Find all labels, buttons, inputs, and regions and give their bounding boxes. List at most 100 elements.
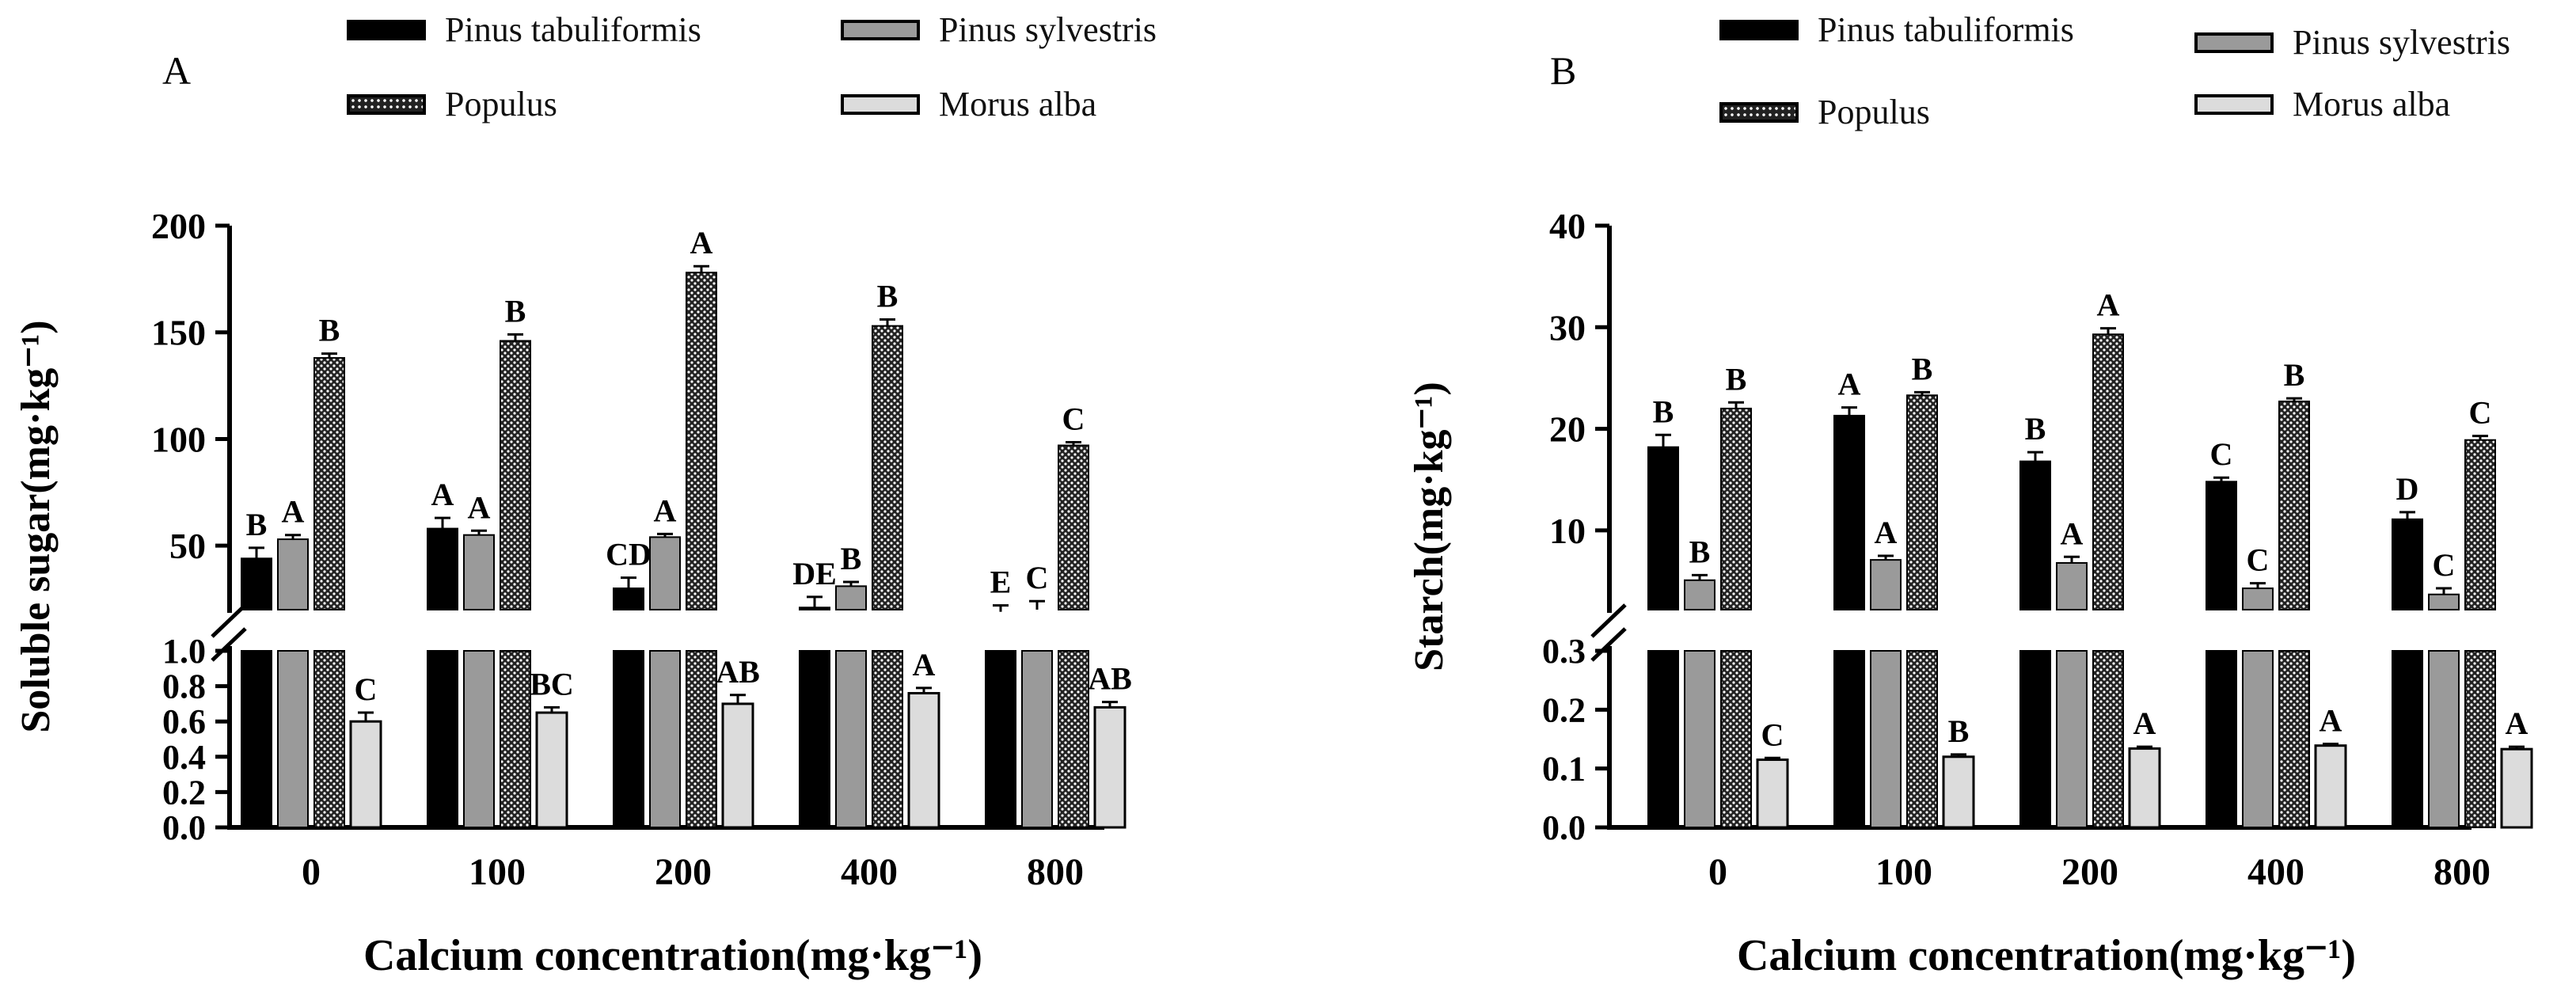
chart-a-bar-pinus-sylvestris-lower-segment	[463, 650, 495, 828]
chart-b-y-tick-label-lower: 0.0	[1542, 808, 1586, 847]
chart-b-bar-pinus-sylvestris	[2242, 587, 2274, 610]
chart-a-bar-populus-lower-segment	[500, 650, 531, 828]
chart-a-axis-break-mark	[211, 603, 247, 638]
chart-a-bar-morus-alba	[349, 720, 382, 829]
chart-a-bar-populus	[686, 272, 717, 610]
chart-a-y-axis-title: Soluble sugar(mg·kg⁻¹)	[13, 320, 59, 732]
chart-a-sig-label: B	[319, 313, 340, 348]
chart-b-bar-pinus-tabuliformis-lower-segment	[1833, 650, 1865, 828]
chart-b-y-tick-label-lower: 0.2	[1542, 690, 1586, 729]
chart-b-bar-morus-alba	[2500, 747, 2533, 829]
chart-b-x-tick-label: 400	[2247, 851, 2304, 893]
chart-a-y-tick-label-upper: 150	[151, 313, 206, 353]
chart-b-x-tick-label: 0	[1708, 851, 1727, 893]
chart-b-sig-label: C	[1761, 717, 1784, 752]
legend-label: Pinus sylvestris	[939, 10, 1157, 49]
chart-a-bar-pinus-tabuliformis-lower-segment	[427, 650, 458, 828]
chart-b-sig-label: A	[2320, 702, 2342, 738]
chart-a-sig-label: DE	[792, 556, 837, 591]
chart-b-bar-pinus-tabuliformis-lower-segment	[2019, 650, 2051, 828]
chart-a-sig-label: B	[877, 279, 899, 314]
chart-b-bar-pinus-sylvestris-lower-segment	[2428, 650, 2460, 828]
chart-b-y-tick-label-upper: 10	[1549, 511, 1586, 551]
chart-b-bar-populus-lower-segment	[2464, 650, 2496, 828]
chart-a-x-tick-label: 200	[655, 851, 712, 893]
chart-a-sig-label: C	[1062, 401, 1085, 436]
chart-b-y-axis-title: Starch(mg·kg⁻¹)	[1407, 382, 1452, 671]
legend-swatch	[347, 19, 426, 40]
chart-a-y-tick-label-lower: 0.0	[162, 808, 206, 847]
chart-b-sig-label: A	[1838, 367, 1861, 402]
legend-label: Morus alba	[2293, 85, 2451, 124]
chart-b-sig-label: C	[2433, 547, 2456, 583]
chart-a-bar-populus-lower-segment	[313, 650, 345, 828]
chart-b-x-axis-title: Calcium concentration(mg·kg⁻¹)	[1737, 931, 2356, 980]
chart-a-bar-pinus-tabuliformis-lower-segment	[241, 650, 272, 828]
chart-b-sig-label: A	[2506, 705, 2529, 741]
legend-label: Pinus sylvestris	[2293, 23, 2511, 62]
chart-b-bar-pinus-tabuliformis	[2019, 460, 2051, 610]
legend-item-populus-b: Populus	[1719, 92, 1930, 132]
chart-b-sig-label: C	[2247, 542, 2270, 578]
chart-a-sig-label: A	[468, 489, 491, 525]
chart-a-bar-populus	[872, 325, 903, 610]
chart-a-sig-label: CD	[606, 537, 652, 572]
chart-b-bar-pinus-sylvestris	[1870, 559, 1902, 611]
legend-label: Pinus tabuliformis	[445, 10, 701, 49]
chart-a-bar-pinus-sylvestris-lower-segment	[835, 650, 867, 828]
chart-a-bar-pinus-sylvestris	[649, 536, 681, 611]
legend-label: Populus	[445, 85, 557, 124]
legend-label: Morus alba	[939, 85, 1097, 124]
chart-a-y-tick-label-upper: 100	[151, 419, 206, 459]
chart-b-bar-pinus-tabuliformis-lower-segment	[2206, 650, 2237, 828]
chart-b-bar-pinus-tabuliformis	[2206, 481, 2237, 610]
chart-a-bar-pinus-sylvestris-lower-segment	[1021, 650, 1053, 828]
chart-a-sig-label: AB	[716, 654, 760, 690]
chart-b-sig-label: B	[2025, 411, 2046, 447]
chart-b-sig-label: B	[1689, 534, 1711, 569]
chart-a-bar-pinus-tabuliformis	[427, 527, 458, 610]
chart-b-bar-pinus-tabuliformis-lower-segment	[1647, 650, 1679, 828]
chart-b-x-tick-label: 800	[2434, 851, 2491, 893]
chart-b-sig-label: A	[2061, 515, 2084, 551]
chart-b-bar-morus-alba	[2128, 747, 2161, 829]
chart-a-sig-label: A	[913, 647, 936, 683]
chart-a-sig-label: A	[282, 494, 305, 530]
chart-b-sig-label: B	[1912, 351, 1933, 386]
legend-label: Pinus tabuliformis	[1818, 10, 2074, 49]
chart-a-x-tick-label: 100	[469, 851, 526, 893]
chart-a-y-tick-label-lower: 0.4	[162, 738, 206, 777]
chart-a-sig-label: B	[246, 507, 268, 542]
chart-a-sig-label: A	[690, 225, 713, 260]
chart-a-bar-pinus-sylvestris-lower-segment	[649, 650, 681, 828]
chart-b-bar-pinus-sylvestris-lower-segment	[1684, 650, 1715, 828]
chart-b-x-tick-label: 200	[2061, 851, 2118, 893]
chart-b-y-tick-label-upper: 30	[1549, 307, 1586, 348]
chart-a-bar-populus-lower-segment	[872, 650, 903, 828]
legend-swatch	[841, 19, 920, 40]
chart-b-sig-label: A	[2133, 705, 2156, 741]
chart-a-axis-break-mark	[211, 627, 247, 662]
legend-label: Populus	[1818, 93, 1930, 131]
chart-b-bar-populus	[2092, 333, 2124, 610]
chart-b-bar-pinus-sylvestris	[1684, 579, 1715, 611]
chart-b-bar-pinus-sylvestris-lower-segment	[2242, 650, 2274, 828]
chart-a-x-tick-label: 800	[1027, 851, 1084, 893]
legend-swatch	[347, 93, 426, 115]
chart-b-bar-populus	[1720, 407, 1752, 611]
chart-b-sig-label: A	[2097, 287, 2120, 323]
chart-b-x-tick-label: 100	[1875, 851, 1932, 893]
panel-label-b: B	[1550, 48, 1577, 93]
legend-swatch	[841, 93, 920, 115]
chart-a-x-axis-title: Calcium concentration(mg·kg⁻¹)	[363, 931, 982, 980]
chart-b-bar-pinus-tabuliformis	[1833, 414, 1865, 610]
chart-a-sig-label: C	[355, 671, 378, 707]
chart-b-bar-pinus-sylvestris-lower-segment	[1870, 650, 1902, 828]
chart-a-sig-label: C	[1026, 560, 1049, 595]
chart-a-bar-populus-lower-segment	[1058, 650, 1089, 828]
chart-b-sig-label: B	[2284, 357, 2305, 393]
chart-b-bar-pinus-sylvestris-lower-segment	[2056, 650, 2088, 828]
chart-a-bar-pinus-sylvestris	[463, 534, 495, 611]
